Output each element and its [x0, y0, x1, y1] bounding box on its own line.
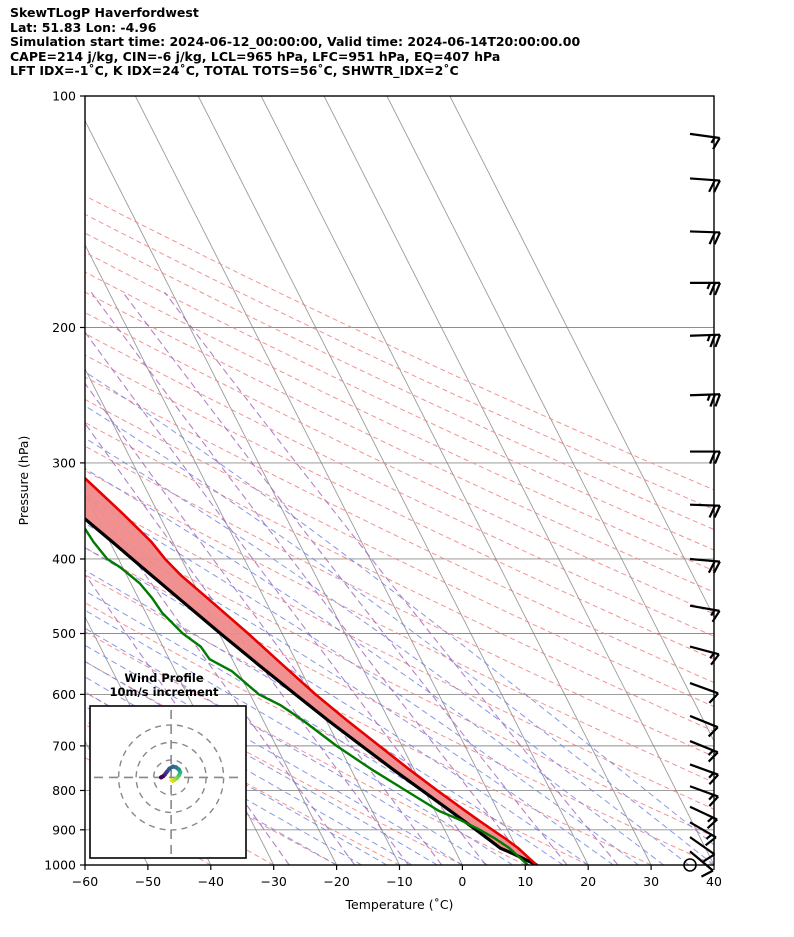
pressure-tick-label: 1000 — [44, 858, 76, 873]
temperature-tick-label: 10 — [517, 874, 533, 889]
pressure-tick-label: 200 — [52, 320, 76, 335]
wind-barb — [689, 821, 717, 847]
temperature-tick-label: −60 — [72, 874, 98, 889]
wind-barbs — [683, 132, 722, 878]
temperature-tick-label: −40 — [198, 874, 224, 889]
wind-barb — [689, 604, 721, 623]
temperature-tick-label: 30 — [643, 874, 659, 889]
y-axis-title: Pressure (hPa) — [16, 436, 31, 526]
pressure-tick-label: 500 — [52, 626, 76, 641]
wind-barb — [689, 740, 719, 763]
wind-barb — [689, 393, 722, 407]
wind-barb — [689, 557, 721, 574]
x-axis-title: Temperature (˚C) — [345, 897, 454, 912]
pressure-tick-label: 900 — [52, 822, 76, 837]
wind-barb — [690, 450, 722, 465]
wind-profile-subtitle: 10m/s increment — [110, 685, 219, 699]
temperature-tick-label: −30 — [261, 874, 287, 889]
wind-barb — [689, 805, 718, 830]
wind-barb — [689, 132, 721, 150]
temperature-tick-label: 0 — [458, 874, 466, 889]
pressure-tick-label: 400 — [52, 551, 76, 566]
wind-barb — [690, 281, 722, 296]
pressure-tick-label: 300 — [52, 455, 76, 470]
pressure-tick-label: 700 — [52, 738, 76, 753]
profile-curves — [85, 476, 539, 865]
wind-barb — [689, 714, 719, 738]
wind-profile-title: Wind Profile — [124, 671, 204, 685]
temperature-tick-label: 40 — [706, 874, 722, 889]
temperature-tick-label: 20 — [580, 874, 596, 889]
pressure-tick-label: 600 — [52, 687, 76, 702]
temperature-tick-label: −20 — [323, 874, 349, 889]
pressure-tick-label: 100 — [52, 89, 76, 104]
indices-line-1: CAPE=214 j/kg, CIN=-6 j/kg, LCL=965 hPa,… — [10, 48, 501, 64]
pressure-tick-label: 800 — [52, 783, 76, 798]
wind-barb — [689, 177, 721, 193]
wind-barb — [689, 333, 722, 348]
temperature-tick-label: −10 — [386, 874, 412, 889]
wind-barb — [689, 836, 716, 863]
location-line: Lat: 51.83 Lon: -4.96 — [10, 19, 157, 35]
page-title: SkewTLogP Haverfordwest — [10, 5, 199, 20]
header-block: SkewTLogP Haverfordwest Lat: 51.83 Lon: … — [10, 5, 710, 79]
time-line: Simulation start time: 2024-06-12_00:00:… — [10, 34, 581, 50]
temperature-tick-label: −50 — [135, 874, 161, 889]
wind-barb — [689, 503, 721, 519]
indices-line-2: LFT IDX=-1˚C, K IDX=24˚C, TOTAL TOTS=56˚… — [10, 63, 459, 79]
hodograph-box — [89, 705, 247, 859]
background-lines — [85, 96, 714, 865]
wind-barb — [689, 850, 714, 878]
wind-barb — [689, 230, 721, 245]
